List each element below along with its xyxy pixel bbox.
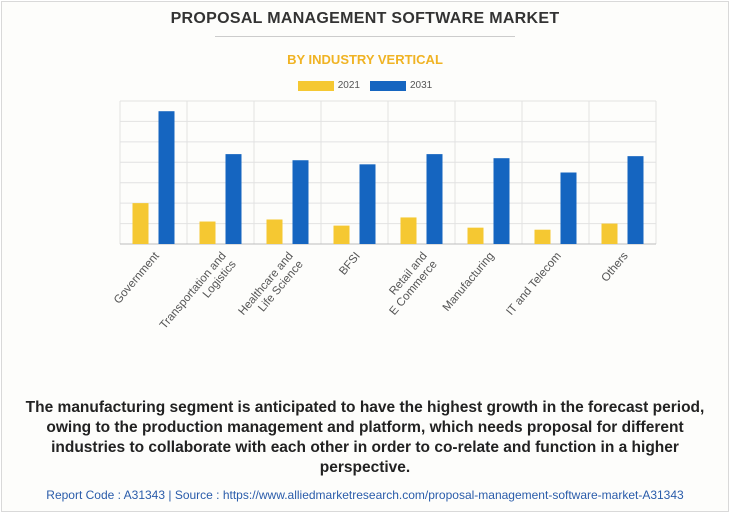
bar-2031-4 <box>426 154 443 244</box>
x-tick-label-line: Government <box>112 250 162 307</box>
chart-caption: The manufacturing segment is anticipated… <box>25 399 705 476</box>
x-tick-label-4: Retail andE Commerce <box>377 250 439 317</box>
x-tick-label-line: Manufacturing <box>441 250 497 314</box>
bar-2031-3 <box>359 164 376 244</box>
legend-swatch-2021 <box>297 80 334 91</box>
x-tick-label-1: Transportation andLogistics <box>158 250 239 340</box>
legend-label-2031: 2031 <box>410 80 433 91</box>
bar-2021-0 <box>132 203 149 244</box>
title-divider <box>215 36 515 37</box>
bar-2021-6 <box>534 229 551 244</box>
x-tick-label-0: Government <box>112 250 162 307</box>
x-tick-label-3: BFSI <box>337 250 363 277</box>
legend-item-2021: 2021 <box>297 80 360 91</box>
bar-2031-5 <box>493 158 510 244</box>
bar-2021-4 <box>400 217 417 244</box>
bar-2031-1 <box>225 154 242 244</box>
bar-2021-7 <box>601 223 618 244</box>
bar-2031-7 <box>627 156 644 244</box>
chart-subtitle: BY INDUSTRY VERTICAL <box>287 52 443 67</box>
bar-2021-3 <box>333 225 350 244</box>
x-tick-label-line: Transportation and <box>158 250 229 331</box>
x-tick-label-7: Others <box>599 250 631 284</box>
bar-2031-6 <box>560 172 577 244</box>
legend-item-2031: 2031 <box>370 80 432 91</box>
bar-2021-1 <box>199 221 216 244</box>
x-tick-label-line: Others <box>599 250 631 284</box>
legend-swatch-2031 <box>370 80 406 91</box>
legend-label-2021: 2021 <box>337 80 360 91</box>
chart-title: PROPOSAL MANAGEMENT SOFTWARE MARKET <box>170 10 560 27</box>
chart-legend: 2021 2031 <box>0 80 730 91</box>
x-tick-label-6: IT and Telecom <box>504 250 563 318</box>
bar-2021-5 <box>467 227 484 244</box>
bar-2031-2 <box>292 160 309 244</box>
x-tick-label-5: Manufacturing <box>441 250 497 314</box>
bar-2031-0 <box>158 111 175 244</box>
x-tick-label-2: Healthcare andLife Science <box>236 250 305 326</box>
bar-2021-2 <box>266 219 283 244</box>
source-footer: Report Code : A31343 | Source : https://… <box>46 488 684 502</box>
x-tick-label-line: IT and Telecom <box>504 250 563 318</box>
x-tick-label-line: BFSI <box>337 250 363 277</box>
